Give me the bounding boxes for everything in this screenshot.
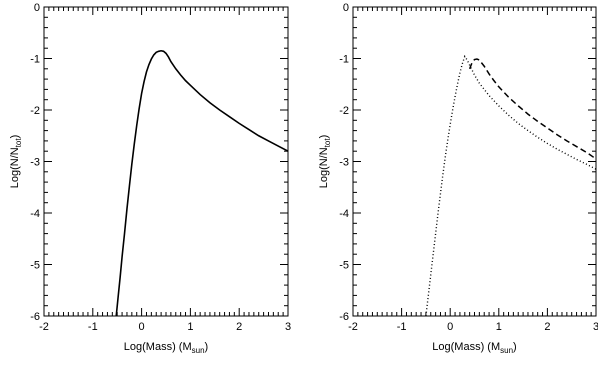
y-axis-label-sub: tot	[14, 138, 23, 148]
y-tick-label: -5	[339, 260, 349, 272]
y-tick-label: -4	[339, 208, 349, 220]
x-axis-label-close: )	[205, 341, 209, 353]
plot-frame	[352, 6, 597, 317]
x-tick-label: 2	[544, 321, 550, 333]
y-axis-label-main: Log(N/N	[9, 147, 21, 188]
series-line-dashed	[468, 58, 596, 160]
x-tick-label: 1	[187, 321, 193, 333]
y-tick-label: -2	[30, 105, 40, 117]
y-tick-label: -6	[339, 311, 349, 323]
x-tick-label: 2	[236, 321, 242, 333]
x-tick-label: -2	[39, 321, 49, 333]
series-line-solid	[115, 49, 288, 316]
y-axis-label-close: )	[318, 135, 330, 139]
x-axis-label: Log(Mass) (Msun)	[124, 341, 208, 355]
y-tick-label: 0	[343, 2, 349, 14]
x-tick-label: 3	[593, 321, 598, 333]
x-tick-label: -2	[348, 321, 358, 333]
y-axis-label: Log(N/Ntot)	[9, 135, 23, 189]
y-tick-label: -2	[339, 105, 349, 117]
y-tick-label: -1	[30, 54, 40, 66]
x-axis-label-main: Log(Mass) (M	[432, 341, 500, 353]
y-axis-label: Log(N/Ntot)	[318, 135, 332, 189]
x-tick-label: 0	[447, 321, 453, 333]
y-axis-label-sub: tot	[323, 138, 332, 148]
series-line-dotted	[425, 54, 596, 316]
x-tick-label: -1	[88, 321, 98, 333]
x-tick-label: 0	[139, 321, 145, 333]
y-tick-label: -1	[339, 54, 349, 66]
y-tick-label: -3	[339, 157, 349, 169]
y-tick-label: 0	[34, 2, 40, 14]
y-axis-label-close: )	[9, 135, 21, 139]
x-axis-label: Log(Mass) (Msun)	[432, 341, 516, 355]
y-tick-label: -5	[30, 260, 40, 272]
x-tick-label: -1	[397, 321, 407, 333]
y-axis-label-main: Log(N/N	[318, 147, 330, 188]
x-tick-label: 1	[496, 321, 502, 333]
y-tick-label: -3	[30, 157, 40, 169]
x-axis-label-main: Log(Mass) (M	[124, 341, 192, 353]
x-axis-label-sub: sun	[192, 346, 205, 355]
y-tick-label: -6	[30, 311, 40, 323]
x-axis-label-sub: sun	[500, 346, 513, 355]
x-axis-label-close: )	[513, 341, 517, 353]
y-tick-label: -4	[30, 208, 40, 220]
x-tick-label: 3	[285, 321, 291, 333]
